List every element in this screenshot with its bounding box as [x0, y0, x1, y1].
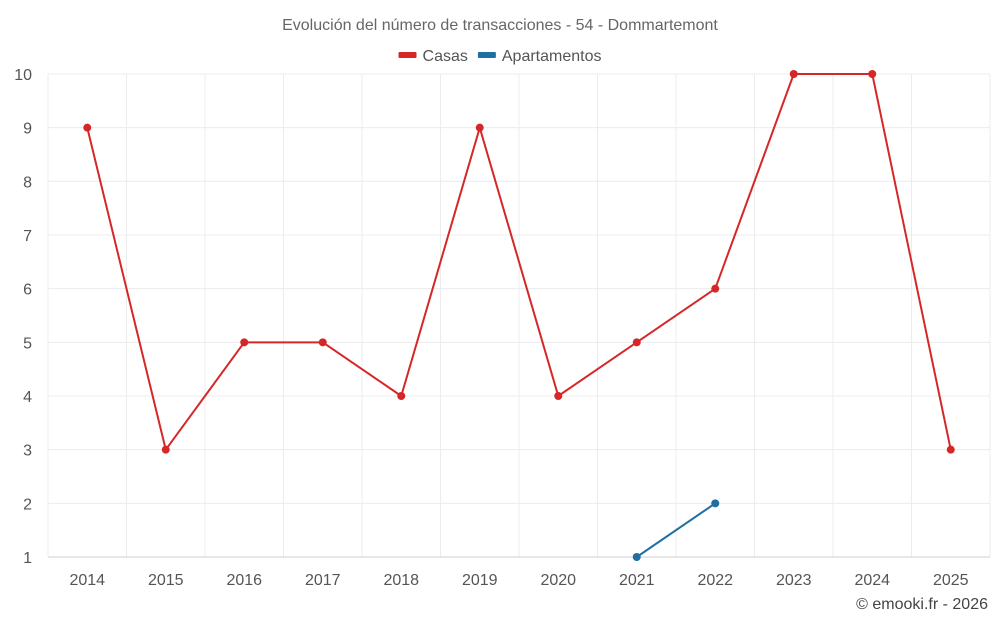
series-apartamentos: [632, 499, 720, 561]
data-point[interactable]: [161, 445, 170, 454]
legend-label: Apartamentos: [502, 48, 602, 65]
y-tick-label: 8: [23, 174, 32, 191]
y-tick-label: 5: [23, 335, 32, 352]
data-point[interactable]: [946, 445, 955, 454]
x-tick-label: 2020: [540, 572, 576, 589]
data-point[interactable]: [83, 123, 92, 132]
data-point[interactable]: [554, 392, 563, 400]
x-tick-label: 2023: [776, 572, 812, 589]
legend-label: Casas: [423, 48, 468, 65]
data-point[interactable]: [475, 123, 484, 132]
x-tick-label: 2018: [383, 572, 419, 589]
y-tick-label: 4: [23, 389, 32, 406]
x-tick-label: 2024: [854, 572, 890, 589]
y-tick-label: 6: [23, 282, 32, 299]
legend: Casas Apartamentos: [398, 48, 602, 65]
y-tick-label: 1: [23, 550, 32, 567]
data-point[interactable]: [789, 70, 798, 78]
y-tick-label: 2: [23, 496, 32, 513]
data-point[interactable]: [711, 284, 720, 293]
data-point[interactable]: [318, 338, 327, 347]
data-point[interactable]: [397, 392, 406, 400]
legend-swatch: [398, 52, 417, 58]
credit-text: © emooki.fr - 2026: [856, 596, 988, 613]
x-tick-label: 2019: [462, 572, 498, 589]
chart-title: Evolución del número de transacciones - …: [282, 17, 718, 34]
x-tick-label: 2016: [226, 572, 262, 589]
x-axis-ticks: 2014 2015 2016 2017 2018 2019 2020 2021 2022 2023…: [69, 572, 968, 589]
data-point[interactable]: [868, 70, 877, 78]
x-tick-label: 2014: [69, 572, 105, 589]
x-tick-label: 2025: [933, 572, 969, 589]
y-tick-label: 9: [23, 121, 32, 138]
legend-item-apartamentos[interactable]: Apartamentos: [477, 48, 602, 65]
y-tick-label: 10: [14, 67, 32, 84]
data-point[interactable]: [632, 338, 641, 347]
y-tick-label: 7: [23, 228, 32, 245]
series-line: [636, 502, 716, 558]
series-line: [86, 73, 952, 451]
gridlines: [47, 73, 991, 558]
x-tick-label: 2017: [305, 572, 341, 589]
y-tick-label: 3: [23, 443, 32, 460]
data-point[interactable]: [632, 553, 641, 561]
data-point[interactable]: [711, 499, 720, 508]
data-point[interactable]: [240, 338, 249, 347]
series-casas: [83, 70, 955, 454]
legend-item-casas[interactable]: Casas: [398, 48, 468, 65]
series-group: [83, 70, 955, 561]
y-axis-ticks: 1 2 3 4 5 6 7 8 9 10: [14, 67, 32, 567]
x-tick-label: 2021: [619, 572, 655, 589]
legend-swatch: [477, 52, 496, 58]
x-tick-label: 2015: [148, 572, 184, 589]
x-tick-label: 2022: [697, 572, 733, 589]
